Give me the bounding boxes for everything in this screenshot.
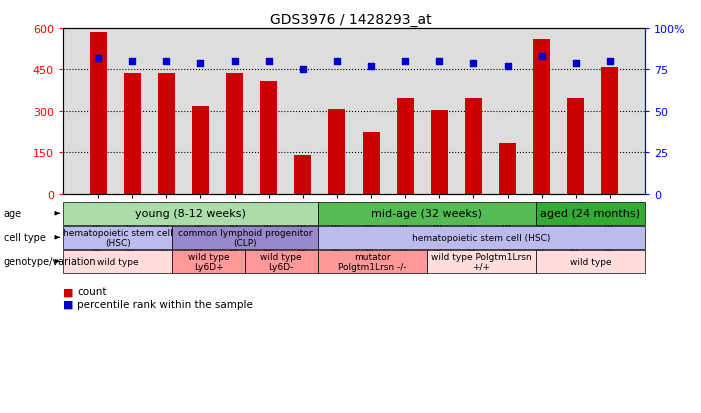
Text: percentile rank within the sample: percentile rank within the sample — [77, 299, 253, 309]
Bar — [260, 82, 277, 194]
Text: mid-age (32 weeks): mid-age (32 weeks) — [372, 209, 482, 219]
Bar — [431, 111, 448, 194]
Bar — [601, 67, 618, 194]
Point — [570, 60, 581, 67]
Point — [400, 59, 411, 65]
Text: hematopoietic stem cell
(HSC): hematopoietic stem cell (HSC) — [63, 228, 172, 247]
Point — [434, 59, 445, 65]
Text: wild type: wild type — [569, 257, 611, 266]
Point — [229, 59, 240, 65]
Text: wild type Polgtm1Lrsn
+/+: wild type Polgtm1Lrsn +/+ — [431, 252, 531, 271]
Text: mutator
Polgtm1Lrsn -/-: mutator Polgtm1Lrsn -/- — [338, 252, 407, 271]
Point — [536, 54, 547, 60]
Text: aged (24 months): aged (24 months) — [540, 209, 641, 219]
Bar — [192, 107, 209, 194]
Bar — [328, 109, 346, 194]
Point — [297, 67, 308, 74]
Point — [127, 59, 138, 65]
Bar — [226, 74, 243, 194]
Bar — [362, 133, 380, 194]
Text: young (8-12 weeks): young (8-12 weeks) — [135, 209, 246, 219]
Point — [263, 59, 274, 65]
Point — [332, 59, 343, 65]
Text: ■: ■ — [63, 287, 74, 297]
Text: wild type: wild type — [97, 257, 139, 266]
Bar — [158, 74, 175, 194]
Text: cell type: cell type — [4, 233, 46, 243]
Bar — [499, 143, 516, 194]
Text: GDS3976 / 1428293_at: GDS3976 / 1428293_at — [270, 13, 431, 27]
Bar — [567, 99, 585, 194]
Bar — [123, 74, 141, 194]
Bar — [397, 99, 414, 194]
Point — [468, 60, 479, 67]
Point — [604, 59, 615, 65]
Point — [93, 55, 104, 62]
Text: hematopoietic stem cell (HSC): hematopoietic stem cell (HSC) — [412, 233, 550, 242]
Text: ■: ■ — [63, 299, 74, 309]
Bar — [465, 99, 482, 194]
Text: count: count — [77, 287, 107, 297]
Text: common lymphoid progenitor
(CLP): common lymphoid progenitor (CLP) — [177, 228, 312, 247]
Text: wild type
Ly6D+: wild type Ly6D+ — [188, 252, 229, 271]
Bar — [90, 33, 107, 194]
Text: age: age — [4, 209, 22, 219]
Point — [502, 64, 513, 70]
Point — [161, 59, 172, 65]
Bar — [294, 156, 311, 194]
Point — [195, 60, 206, 67]
Text: genotype/variation: genotype/variation — [4, 256, 96, 267]
Text: wild type
Ly6D-: wild type Ly6D- — [261, 252, 302, 271]
Bar — [533, 40, 550, 194]
Point — [365, 64, 376, 70]
